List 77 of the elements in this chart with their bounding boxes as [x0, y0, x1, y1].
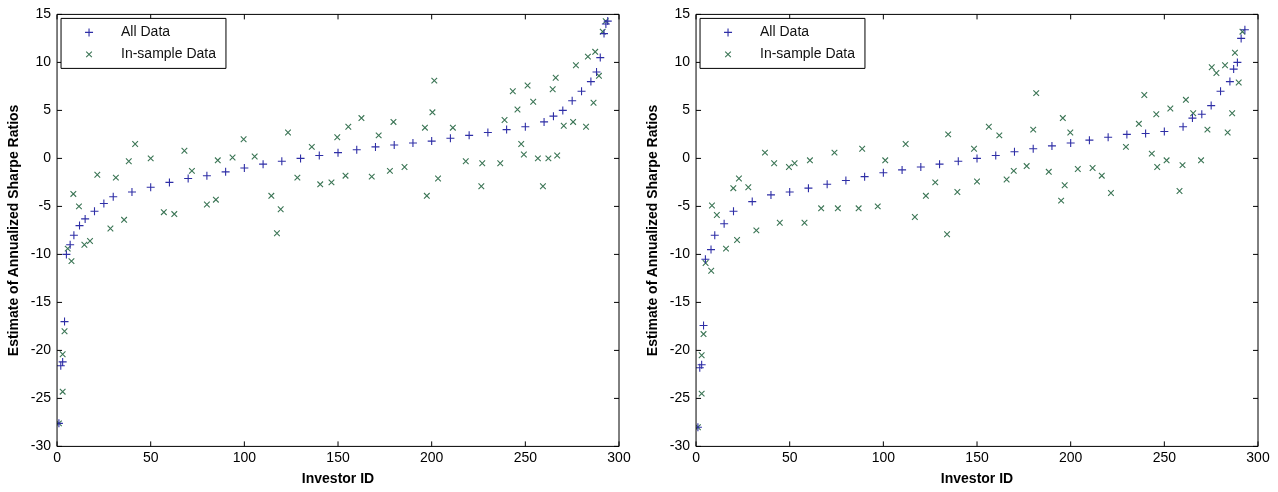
- x-tick-label: 50: [781, 448, 798, 465]
- legend-label: All Data: [121, 23, 171, 40]
- point: [586, 77, 596, 87]
- point: [258, 159, 268, 169]
- point: [408, 138, 418, 148]
- y-tick-label: -5: [38, 197, 52, 214]
- point: [591, 67, 602, 77]
- x-axis-title: Investor ID: [301, 470, 375, 487]
- y-tick-label: -5: [677, 197, 691, 214]
- point: [1225, 77, 1235, 87]
- point: [99, 198, 109, 209]
- x-tick-label: 250: [1152, 448, 1177, 465]
- legend-label: All Data: [760, 23, 810, 40]
- point: [1236, 33, 1246, 43]
- y-axis-title: Estimate of Annualized Sharpe Ratios: [644, 104, 661, 357]
- y-tick-label: -15: [30, 293, 52, 310]
- legend-label: In-sample Data: [121, 45, 217, 62]
- x-tick-label: 100: [871, 448, 896, 465]
- x-tick-label: 250: [513, 448, 538, 465]
- y-tick-label: -15: [669, 293, 691, 310]
- x-tick-label: 300: [1246, 448, 1270, 465]
- y-tick-label: -25: [669, 389, 691, 406]
- y-tick-label: 15: [674, 5, 691, 22]
- point: [69, 230, 79, 240]
- point: [333, 148, 343, 158]
- x-tick-label: 100: [232, 448, 257, 465]
- point: [1240, 25, 1250, 35]
- point: [1047, 141, 1057, 151]
- point: [65, 240, 75, 250]
- point: [80, 214, 90, 224]
- point: [239, 163, 249, 173]
- y-tick-label: 5: [43, 101, 52, 118]
- y-tick-label: -30: [669, 437, 691, 454]
- point: [766, 190, 776, 200]
- point: [841, 175, 851, 186]
- point: [539, 117, 549, 127]
- y-tick-label: 0: [43, 149, 52, 166]
- y-tick-label: 15: [35, 5, 52, 22]
- y-tick-label: 10: [35, 53, 52, 70]
- point: [972, 153, 982, 163]
- y-tick-label: -20: [30, 341, 52, 358]
- legend-label: In-sample Data: [760, 45, 856, 62]
- x-axis-title: Investor ID: [940, 470, 1014, 487]
- point: [1178, 122, 1188, 132]
- x-tick-label: 300: [607, 448, 631, 465]
- point: [785, 187, 795, 197]
- point: [127, 187, 137, 197]
- y-tick-label: -30: [30, 437, 52, 454]
- point: [1122, 129, 1132, 139]
- point: [897, 165, 907, 175]
- y-tick-label: -10: [30, 245, 52, 262]
- x-tick-label: 50: [142, 448, 159, 465]
- point: [58, 357, 68, 367]
- y-tick-label: 10: [674, 53, 691, 70]
- point: [706, 245, 716, 255]
- x-tick-label: 150: [965, 448, 989, 465]
- point: [719, 219, 729, 229]
- y-tick-label: -10: [669, 245, 691, 262]
- point: [464, 130, 474, 140]
- point: [916, 162, 926, 172]
- point: [427, 136, 437, 146]
- point: [1066, 138, 1076, 148]
- x-tick-label: 200: [1059, 448, 1083, 465]
- y-tick-label: 5: [682, 101, 691, 118]
- point: [389, 140, 399, 150]
- x-tick-label: 200: [420, 448, 444, 465]
- point: [1187, 113, 1197, 123]
- point: [483, 127, 493, 138]
- y-tick-label: -20: [669, 341, 691, 358]
- y-axis-title: Estimate of Annualized Sharpe Ratios: [5, 104, 22, 357]
- x-tick-label: 150: [326, 448, 350, 465]
- y-tick-label: 0: [682, 149, 691, 166]
- point: [370, 142, 381, 152]
- point: [1103, 132, 1113, 142]
- point: [202, 171, 212, 181]
- point: [1229, 64, 1239, 74]
- y-tick-label: -25: [30, 389, 52, 406]
